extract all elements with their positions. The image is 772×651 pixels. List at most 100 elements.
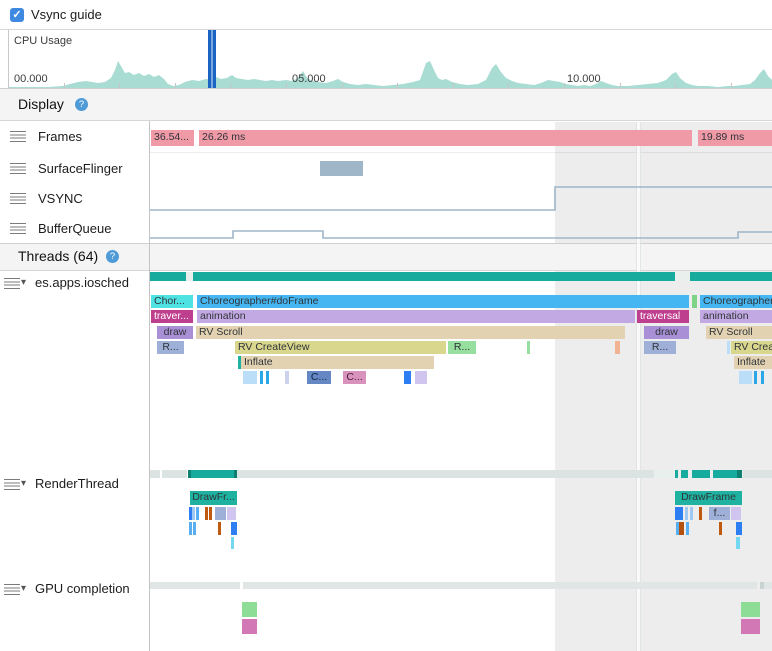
trace-span[interactable] <box>205 507 208 520</box>
surfaceflinger-span[interactable] <box>320 161 363 176</box>
trace-span[interactable] <box>189 522 192 535</box>
trace-span[interactable]: Inflate <box>734 356 772 369</box>
trace-span[interactable] <box>266 371 269 384</box>
trace-span[interactable] <box>676 522 679 535</box>
frame-bar[interactable]: 26.26 ms <box>199 130 692 146</box>
trace-span[interactable] <box>215 507 226 520</box>
surfaceflinger-track <box>0 161 772 176</box>
help-icon[interactable]: ? <box>106 250 119 263</box>
trace-span[interactable] <box>736 537 740 549</box>
thread-state-segment <box>150 582 240 589</box>
trace-span[interactable]: animation <box>197 310 635 323</box>
trace-span[interactable] <box>692 295 697 308</box>
drag-handle-icon[interactable] <box>4 278 20 289</box>
collapse-arrow-icon[interactable]: ▾ <box>21 583 27 594</box>
trace-span[interactable]: f... <box>709 507 730 520</box>
trace-span[interactable] <box>727 341 730 354</box>
trace-span[interactable] <box>699 507 702 520</box>
trace-span[interactable]: traver... <box>151 310 193 323</box>
trace-span[interactable]: R... <box>448 341 476 354</box>
drag-handle-icon[interactable] <box>10 193 26 204</box>
thread-label-iosched: es.apps.iosched <box>35 275 129 290</box>
drag-handle-icon[interactable] <box>10 131 26 142</box>
row-divider <box>150 152 772 153</box>
trace-span[interactable] <box>739 371 752 384</box>
threads-section-title: Threads (64) <box>18 248 99 264</box>
trace-span[interactable] <box>227 507 236 520</box>
trace-span[interactable] <box>285 371 289 384</box>
trace-span[interactable]: C... <box>343 371 366 384</box>
trace-span[interactable] <box>231 522 237 535</box>
collapse-arrow-icon[interactable]: ▾ <box>21 478 27 489</box>
trace-span[interactable]: DrawFrame <box>675 491 742 505</box>
drag-handle-icon[interactable] <box>10 223 26 234</box>
track-label-frames: Frames <box>38 129 83 144</box>
trace-span[interactable] <box>679 522 684 535</box>
trace-span[interactable] <box>193 522 196 535</box>
trace-span[interactable]: Choreographer#doFrame <box>197 295 689 308</box>
trace-span[interactable] <box>736 522 742 535</box>
gpu-completion-span[interactable] <box>741 619 760 634</box>
drag-handle-icon[interactable] <box>4 479 20 490</box>
trace-span[interactable]: Chor... <box>151 295 193 308</box>
trace-span[interactable] <box>690 507 693 520</box>
cpu-usage-title: CPU Usage <box>14 35 73 47</box>
trace-span[interactable] <box>238 356 241 369</box>
frame-bar[interactable]: 19.89 ms <box>698 130 772 146</box>
gpu-completion-span[interactable] <box>242 619 257 634</box>
gpu-completion-span[interactable] <box>741 602 760 617</box>
trace-span[interactable] <box>209 507 212 520</box>
gpu-completion-span[interactable] <box>242 602 257 617</box>
frame-bar[interactable]: 36.54... <box>151 130 194 146</box>
trace-span[interactable] <box>189 507 192 520</box>
trace-span[interactable] <box>678 507 683 520</box>
trace-span[interactable] <box>192 507 195 520</box>
threads-section-header[interactable]: Threads (64) ? <box>0 244 772 271</box>
trace-span[interactable] <box>196 507 199 520</box>
trace-span[interactable] <box>218 522 221 535</box>
trace-span[interactable]: Inflate <box>241 356 434 369</box>
drag-handle-icon[interactable] <box>4 584 20 595</box>
trace-span[interactable]: traversal <box>637 310 689 323</box>
trace-span[interactable]: R... <box>157 341 184 354</box>
thread-state-segment <box>675 272 690 281</box>
track-label-vsync: VSYNC <box>38 191 83 206</box>
trace-span[interactable] <box>761 371 764 384</box>
trace-span[interactable]: RV Scroll <box>196 326 625 339</box>
trace-span[interactable]: draw <box>644 326 689 339</box>
trace-span[interactable] <box>686 522 689 535</box>
trace-span[interactable] <box>527 341 530 354</box>
trace-span[interactable]: draw <box>157 326 193 339</box>
collapse-arrow-icon[interactable]: ▾ <box>21 277 27 288</box>
trace-span[interactable] <box>731 507 741 520</box>
drag-handle-icon[interactable] <box>10 163 26 174</box>
thread-state-segment <box>743 470 772 478</box>
trace-span[interactable] <box>243 371 257 384</box>
trace-span[interactable]: RV CreateView <box>235 341 446 354</box>
trace-span[interactable]: DrawFr... <box>190 491 237 505</box>
trace-span[interactable] <box>415 371 427 384</box>
trace-span[interactable] <box>675 507 678 520</box>
trace-span[interactable] <box>231 537 234 549</box>
trace-span[interactable] <box>719 522 722 535</box>
thread-label-renderthread: RenderThread <box>35 476 119 491</box>
display-section-header[interactable]: Display ? <box>0 89 772 121</box>
trace-span[interactable] <box>260 371 263 384</box>
iosched-trace-row-5: Inflate Inflate <box>0 356 772 369</box>
track-column-divider <box>149 121 150 651</box>
trace-span[interactable]: R... <box>644 341 676 354</box>
trace-span[interactable]: RV CreateView <box>731 341 772 354</box>
trace-span[interactable]: animation <box>700 310 772 323</box>
trace-span[interactable] <box>615 341 620 354</box>
trace-span[interactable] <box>754 371 757 384</box>
thread-state-segment <box>150 470 160 478</box>
thread-label-gpu-completion: GPU completion <box>35 581 130 596</box>
trace-span[interactable]: Choreographer#doFrame <box>700 295 772 308</box>
trace-span[interactable]: C... <box>307 371 331 384</box>
trace-span[interactable] <box>685 507 688 520</box>
thread-state-segment <box>737 470 742 478</box>
help-icon[interactable]: ? <box>75 98 88 111</box>
vsync-guide-checkbox[interactable]: ✓ <box>10 8 24 22</box>
trace-span[interactable]: RV Scroll <box>706 326 772 339</box>
trace-span[interactable] <box>404 371 411 384</box>
